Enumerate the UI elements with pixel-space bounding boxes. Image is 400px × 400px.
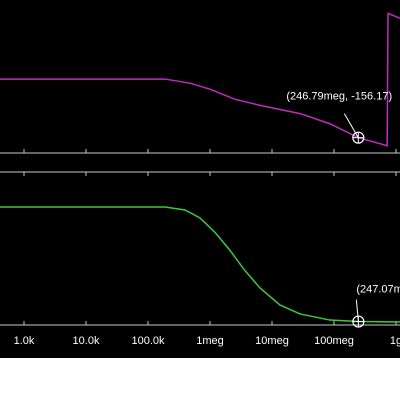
x-tick-label: 1meg [196,335,224,347]
plot-background [0,0,400,358]
cursor-label: (246.79meg, -156.17) [286,91,392,103]
x-tick-label: 1.0k [14,335,35,347]
footer-area [0,358,400,400]
x-tick-label: 1g [390,335,400,347]
x-tick-label: 10.0k [73,335,100,347]
x-axis-title: f(Hz) [170,346,194,358]
cursor-label: (247.07m [356,283,400,295]
x-tick-label: 10meg [255,335,289,347]
cursor-leader [343,113,359,138]
trace [0,12,400,147]
x-tick-label: 100.0k [131,335,165,347]
x-tick-label: 100meg [314,335,354,347]
trace [0,206,400,323]
